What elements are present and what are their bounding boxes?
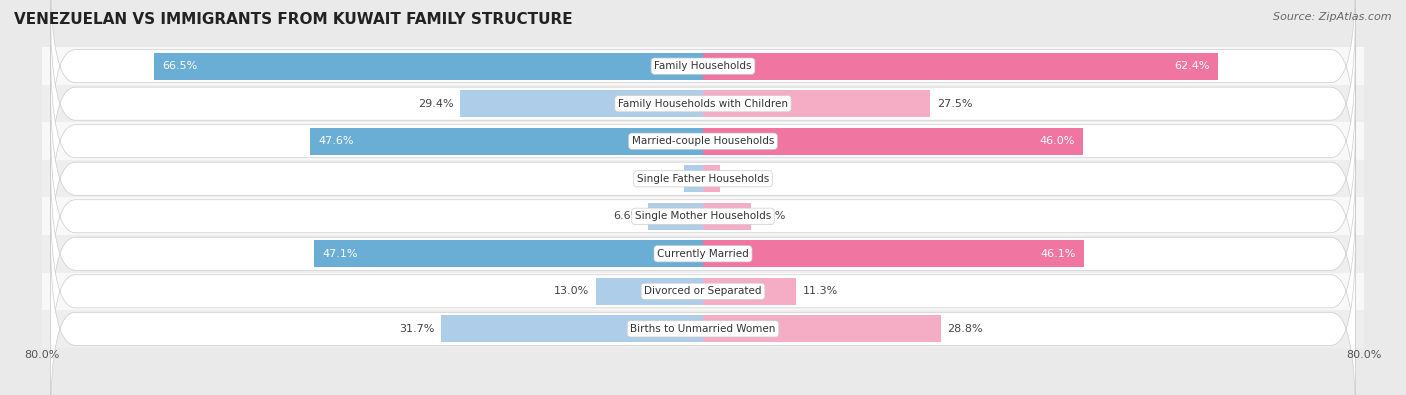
Bar: [42, 273, 1364, 310]
Bar: [42, 310, 1364, 348]
Bar: [703, 128, 1083, 155]
Text: VENEZUELAN VS IMMIGRANTS FROM KUWAIT FAMILY STRUCTURE: VENEZUELAN VS IMMIGRANTS FROM KUWAIT FAM…: [14, 12, 572, 27]
FancyBboxPatch shape: [51, 45, 1355, 237]
FancyBboxPatch shape: [51, 158, 1355, 350]
Text: Single Father Households: Single Father Households: [637, 174, 769, 184]
Text: Family Households: Family Households: [654, 61, 752, 71]
Text: Single Mother Households: Single Mother Households: [636, 211, 770, 221]
Bar: [648, 203, 703, 230]
Bar: [703, 203, 751, 230]
Bar: [703, 315, 941, 342]
Bar: [703, 53, 1219, 80]
FancyBboxPatch shape: [51, 233, 1355, 395]
Text: 27.5%: 27.5%: [936, 99, 973, 109]
Text: Currently Married: Currently Married: [657, 249, 749, 259]
Bar: [42, 122, 1364, 160]
Text: 47.6%: 47.6%: [318, 136, 353, 146]
Text: 6.6%: 6.6%: [613, 211, 643, 221]
Text: 46.1%: 46.1%: [1040, 249, 1076, 259]
Bar: [703, 278, 796, 305]
Text: Divorced or Separated: Divorced or Separated: [644, 286, 762, 296]
Text: 5.8%: 5.8%: [758, 211, 786, 221]
FancyBboxPatch shape: [51, 83, 1355, 275]
Bar: [42, 198, 1364, 235]
Text: 29.4%: 29.4%: [418, 99, 454, 109]
Text: 46.0%: 46.0%: [1039, 136, 1074, 146]
Text: 47.1%: 47.1%: [322, 249, 357, 259]
Bar: [460, 90, 703, 117]
FancyBboxPatch shape: [51, 195, 1355, 387]
Text: 31.7%: 31.7%: [399, 324, 434, 334]
Bar: [153, 53, 703, 80]
Text: 13.0%: 13.0%: [554, 286, 589, 296]
Text: Births to Unmarried Women: Births to Unmarried Women: [630, 324, 776, 334]
Bar: [309, 128, 703, 155]
Text: Source: ZipAtlas.com: Source: ZipAtlas.com: [1274, 12, 1392, 22]
FancyBboxPatch shape: [51, 0, 1355, 162]
Bar: [596, 278, 703, 305]
Bar: [703, 90, 931, 117]
Text: Married-couple Households: Married-couple Households: [631, 136, 775, 146]
Text: 28.8%: 28.8%: [948, 324, 983, 334]
Bar: [314, 240, 703, 267]
Text: 62.4%: 62.4%: [1174, 61, 1211, 71]
Bar: [42, 85, 1364, 122]
Bar: [703, 240, 1084, 267]
Bar: [42, 160, 1364, 198]
Text: 2.1%: 2.1%: [727, 174, 755, 184]
Text: 66.5%: 66.5%: [162, 61, 197, 71]
Text: Family Households with Children: Family Households with Children: [619, 99, 787, 109]
Text: 2.3%: 2.3%: [650, 174, 678, 184]
FancyBboxPatch shape: [51, 8, 1355, 200]
Bar: [441, 315, 703, 342]
Text: 11.3%: 11.3%: [803, 286, 838, 296]
Bar: [42, 47, 1364, 85]
Bar: [703, 165, 720, 192]
Bar: [42, 235, 1364, 273]
Bar: [683, 165, 703, 192]
FancyBboxPatch shape: [51, 120, 1355, 312]
